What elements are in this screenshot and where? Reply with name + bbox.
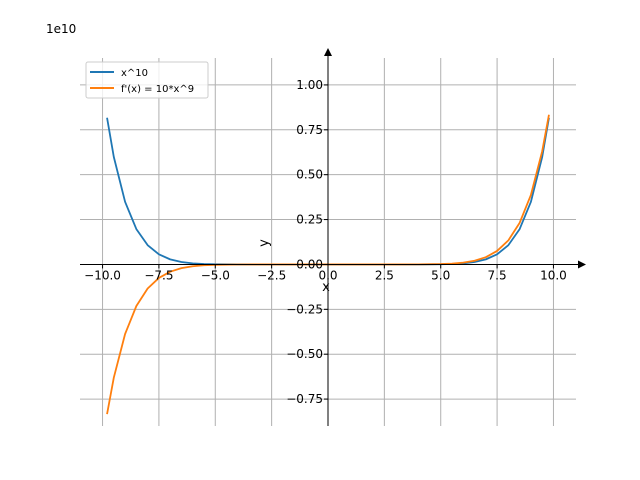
y-tick-label: 0.25 [296,213,323,227]
x-tick-label: −10.0 [84,268,121,282]
y-axis-arrow [324,48,332,56]
y-axis-label: y [257,239,272,247]
x-tick-label: 10.0 [540,268,567,282]
x-tick-label: 2.5 [375,268,394,282]
y-tick-label: −0.25 [286,302,323,316]
x-tick-label: 0.0 [318,268,337,282]
x-tick-label: −2.5 [257,268,286,282]
y-tick-label: −0.75 [286,392,323,406]
tick-marks [102,84,554,400]
x-tick-label: 7.5 [488,268,507,282]
x-tick-label: −5.0 [201,268,230,282]
y-tick-label: 0.50 [296,168,323,182]
axes [80,48,586,426]
y-tick-label: 0.75 [296,123,323,137]
y-tick-label: 0.00 [296,257,323,271]
legend-label-0: x^10 [121,68,148,79]
x-tick-label: 5.0 [431,268,450,282]
x-axis-label: x [322,280,330,295]
legend: x^10 f'(x) = 10*x^9 [85,61,209,99]
x-tick-label: −7.5 [144,268,173,282]
legend-box [85,61,209,99]
y-tick-label: 1.00 [296,78,323,92]
y-scale-label: 1e10 [46,22,76,36]
x-axis-arrow [578,260,586,269]
tick-labels: −10.0 −7.5 −5.0 −2.5 0.0 2.5 5.0 7.5 10.0 −0.75 −0… [84,78,567,406]
legend-label-1: f'(x) = 10*x^9 [121,84,194,95]
y-tick-label: −0.50 [286,347,323,361]
